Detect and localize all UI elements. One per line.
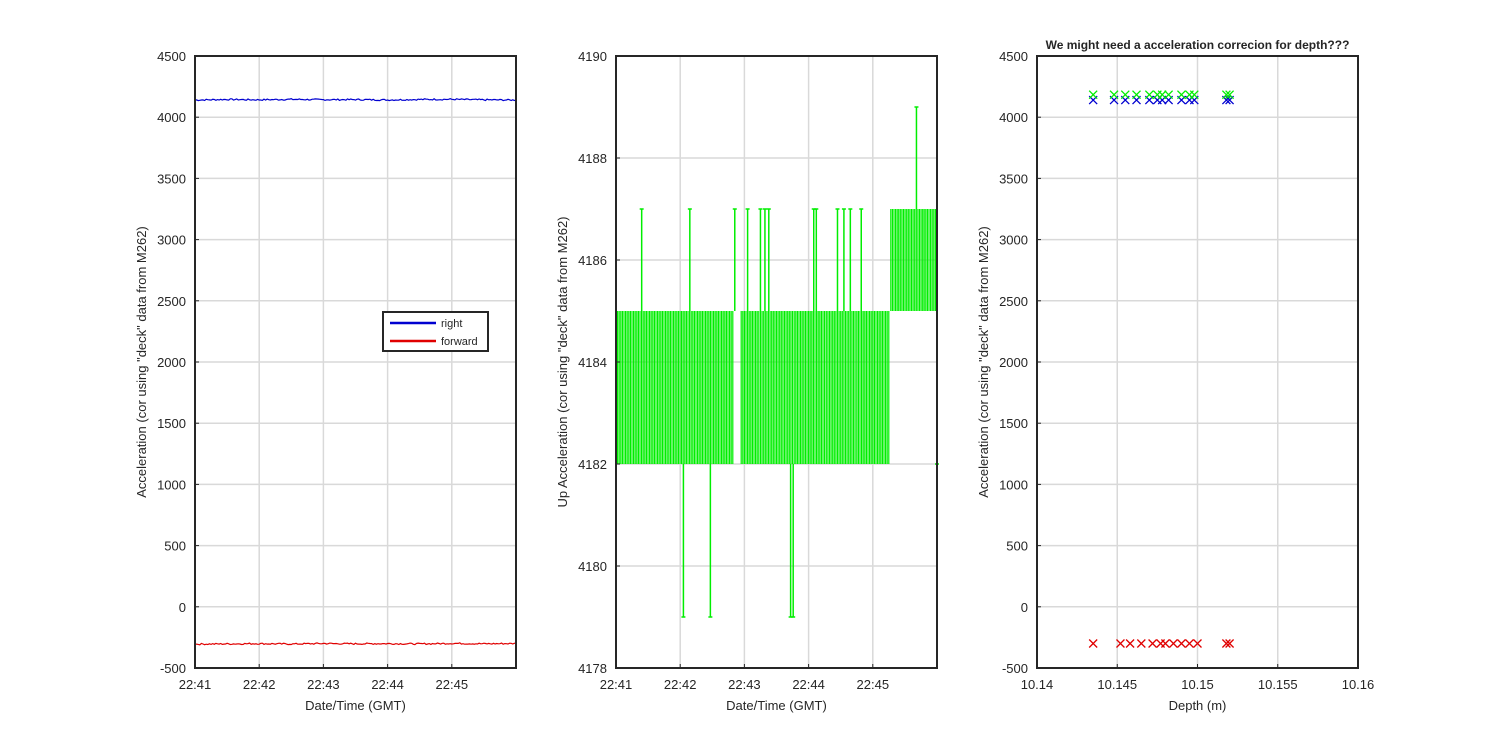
x-tick-label: 22:44: [371, 677, 404, 692]
legend: right forward: [382, 311, 489, 352]
scatter-series-forward: [1088, 639, 1235, 648]
x-tick-label: 22:43: [307, 677, 340, 692]
y-tick-label: 2500: [157, 294, 186, 309]
scatter-point-forward: [1116, 639, 1125, 648]
x-tick-label: 10.16: [1342, 677, 1375, 692]
x-tick-label: 10.145: [1097, 677, 1137, 692]
scatter-point-forward: [1185, 639, 1194, 648]
scatter-point-forward: [1168, 639, 1178, 648]
x-tick-label: 22:42: [243, 677, 276, 692]
x-tick-label: 10.14: [1021, 677, 1054, 692]
up-band-segment: [740, 311, 890, 464]
x-tick-label: 22:42: [664, 677, 697, 692]
panel-depth-scatter: 10.14 10.145 10.15 10.155 10.16 -500 0 500 1000 1…: [976, 38, 1374, 713]
x-axis-label: Date/Time (GMT): [726, 698, 827, 713]
x-axis-label: Depth (m): [1169, 698, 1227, 713]
scatter-point-up: [1144, 90, 1154, 100]
x-tick-label: 22:41: [600, 677, 633, 692]
y-tick-label: 0: [179, 600, 186, 615]
y-tick-label: 4190: [578, 49, 607, 64]
scatter-point-up: [1088, 90, 1098, 100]
scatter-series-up: [1088, 90, 1235, 100]
y-tick-label: 4184: [578, 355, 607, 370]
y-tick-label: 4500: [999, 49, 1028, 64]
y-tick-label: 4180: [578, 559, 607, 574]
y-tick-label: 4500: [157, 49, 186, 64]
y-tick-label: 4188: [578, 151, 607, 166]
series-line-right: [194, 98, 517, 102]
legend-label-right: right: [441, 318, 462, 330]
scatter-point-up: [1132, 90, 1141, 100]
y-tick-label: -500: [1002, 661, 1028, 676]
scatter-point-forward: [1193, 639, 1202, 648]
y-tick-label: 1500: [999, 416, 1028, 431]
x-tick-label: 22:45: [436, 677, 469, 692]
y-tick-label: 1000: [157, 477, 186, 492]
y-tick-label: -500: [160, 661, 186, 676]
scatter-point-forward: [1136, 639, 1146, 648]
scatter-point-up: [1120, 90, 1130, 100]
y-tick-label: 3000: [999, 233, 1028, 248]
x-tick-label: 22:41: [179, 677, 212, 692]
chart-title: We might need a acceleration correcion f…: [1046, 38, 1350, 52]
panel-time-right-forward: 22:41 22:42 22:43 22:44 22:45 -500 0 500 1000 150…: [134, 49, 517, 713]
y-tick-label: 4178: [578, 661, 607, 676]
y-tick-label: 4186: [578, 253, 607, 268]
y-tick-label: 3500: [999, 171, 1028, 186]
scatter-point-up: [1221, 90, 1231, 100]
y-tick-label: 2500: [999, 294, 1028, 309]
scatter-point-forward: [1125, 639, 1135, 648]
y-tick-label: 2000: [999, 355, 1028, 370]
scatter-point-forward: [1088, 639, 1098, 648]
y-tick-label: 4000: [999, 110, 1028, 125]
x-tick-label: 10.155: [1258, 677, 1298, 692]
x-tick-label: 22:45: [857, 677, 890, 692]
y-tick-label: 500: [1006, 539, 1028, 554]
y-tick-label: 500: [164, 539, 186, 554]
x-tick-label: 10.15: [1181, 677, 1214, 692]
x-axis-label: Date/Time (GMT): [305, 698, 406, 713]
y-tick-label: 1500: [157, 416, 186, 431]
scatter-point-up: [1109, 90, 1119, 100]
scatter-point-forward: [1176, 639, 1186, 648]
scatter-point-forward: [1160, 639, 1170, 648]
x-tick-label: 22:44: [792, 677, 825, 692]
y-tick-label: 4182: [578, 457, 607, 472]
up-band-segment: [890, 209, 938, 311]
series-up: [615, 106, 939, 618]
scatter-point-up: [1164, 90, 1174, 100]
scatter-point-up: [1225, 90, 1235, 100]
y-axis-label: Acceleration (cor using "deck" data from…: [134, 226, 149, 498]
y-tick-label: 1000: [999, 477, 1028, 492]
scatter-point-forward: [1225, 639, 1235, 648]
y-axis-label: Up Acceleration (cor using "deck" data f…: [555, 216, 570, 507]
scatter-point-forward: [1221, 639, 1231, 648]
scatter-point-up: [1176, 90, 1186, 100]
y-tick-label: 0: [1021, 600, 1028, 615]
series-line-forward: [194, 642, 517, 646]
y-tick-label: 3500: [157, 171, 186, 186]
grid-lines: [195, 56, 516, 668]
legend-box: [382, 311, 489, 352]
scatter-point-up: [1157, 90, 1167, 100]
legend-label-forward: forward: [441, 336, 478, 348]
y-axis-label: Acceleration (cor using "deck" data from…: [976, 226, 991, 498]
panel-time-up: 22:41 22:42 22:43 22:44 22:45 4178 4180 4182 418…: [555, 49, 939, 713]
x-tick-label: 22:43: [728, 677, 761, 692]
grid-lines: [1037, 56, 1358, 668]
y-tick-label: 3000: [157, 233, 186, 248]
y-tick-label: 4000: [157, 110, 186, 125]
y-tick-label: 2000: [157, 355, 186, 370]
scatter-point-forward: [1148, 639, 1158, 648]
scatter-point-up: [1189, 90, 1199, 100]
